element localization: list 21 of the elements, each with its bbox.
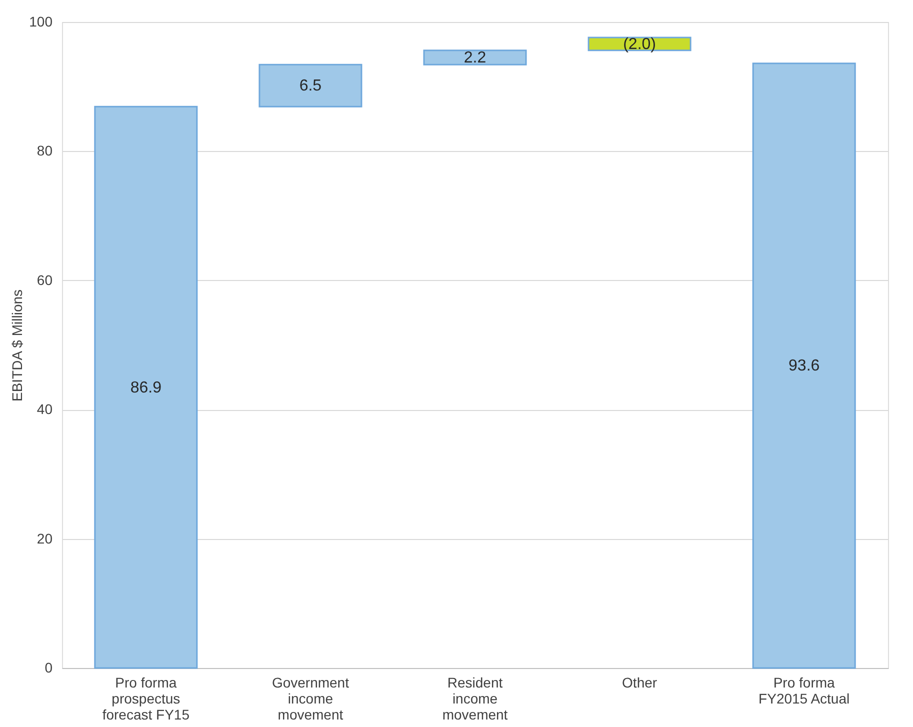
x-tick-label: Resident income movement: [442, 674, 508, 722]
x-tick-label: Government income movement: [272, 674, 350, 722]
x-tick-label: Pro forma prospectus forecast FY15: [102, 674, 190, 722]
y-axis-title: EBITDA $ Millions: [9, 289, 26, 402]
x-tick-label: Pro forma FY2015 Actual: [758, 674, 850, 706]
y-tick-label: 20: [36, 530, 53, 546]
y-tick-label: 40: [36, 401, 53, 418]
y-tick-label: 80: [36, 142, 53, 159]
y-tick-label: 0: [44, 660, 53, 676]
data-label: (2.0): [623, 36, 656, 53]
bar: [258, 64, 362, 108]
data-label: 86.9: [130, 379, 162, 396]
y-tick-label: 100: [29, 14, 53, 30]
y-tick-label: 60: [36, 272, 53, 288]
bar: [94, 106, 198, 669]
data-label: 93.6: [788, 358, 820, 375]
x-tick-label: Other: [622, 674, 658, 690]
data-label: 2.2: [464, 50, 486, 67]
bar: [423, 50, 527, 66]
data-label: 6.5: [299, 78, 322, 95]
bar: [752, 62, 856, 669]
